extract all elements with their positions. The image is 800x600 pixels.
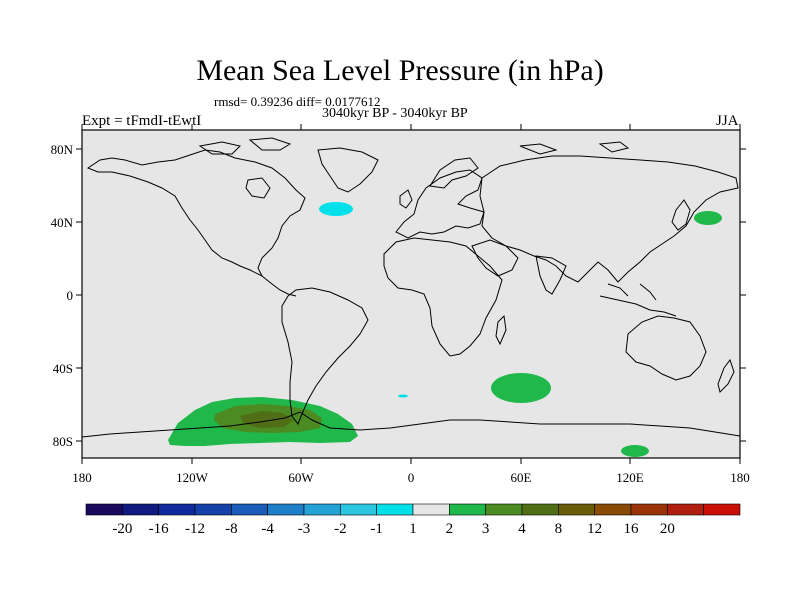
colorbar-swatch-13	[558, 503, 595, 516]
colorbar-label-7: -1	[370, 521, 383, 537]
colorbar-swatch-7	[340, 503, 377, 516]
coast-madagascar	[495, 314, 507, 346]
north-pacific-anomaly	[694, 211, 722, 225]
colorbar-label-15: 20	[660, 521, 675, 537]
colorbar-swatch-8	[376, 503, 414, 516]
experiment-label: Expt = tFmdI-tEwtI	[82, 113, 202, 129]
south-indian-ocean-anomaly	[491, 373, 551, 403]
lat-label-40s: 40S	[53, 361, 73, 376]
colorbar-label-4: -4	[261, 521, 274, 537]
colorbar-label-9: 2	[446, 521, 454, 537]
colorbar-swatch-16	[667, 503, 704, 516]
colorbar-swatch-4	[231, 503, 268, 516]
colorbar-swatch-2	[158, 503, 196, 516]
coast-africa	[383, 237, 503, 357]
colorbar-label-0: -20	[112, 521, 132, 537]
rmsd-diff-stats: rmsd= 0.39236 diff= 0.0177612	[214, 94, 381, 109]
colorbar-label-14: 16	[624, 521, 640, 537]
coastlines	[81, 137, 741, 438]
lon-label-60e: 60E	[511, 470, 532, 485]
colorbar-label-2: -12	[185, 521, 205, 537]
coast-antarctica	[81, 411, 741, 438]
antarctic-peak-anomaly	[240, 411, 294, 428]
lat-label-80s: 80S	[53, 434, 73, 449]
colorbar-swatch-3	[194, 503, 232, 516]
colorbar-swatch-15	[630, 503, 668, 516]
lon-label-120e: 120E	[616, 470, 644, 485]
colorbar-swatch-9	[412, 503, 450, 516]
lon-label-60w: 60W	[288, 470, 314, 485]
lat-label-80n: 80N	[51, 142, 74, 157]
map-background	[82, 130, 740, 458]
season-label: JJA	[716, 113, 739, 129]
colorbar-label-5: -3	[298, 521, 311, 537]
coast-britain	[399, 189, 413, 209]
colorbar-label-12: 8	[555, 521, 563, 537]
colorbar-swatch-5	[267, 503, 305, 516]
colorbar-label-13: 12	[587, 521, 602, 537]
colorbar-swatch-10	[449, 503, 486, 516]
period-label: 3040kyr BP - 3040kyr BP	[322, 106, 468, 121]
coast-scandinavia	[429, 157, 479, 189]
colorbar-swatch-11	[485, 503, 523, 516]
lon-label-120w: 120W	[176, 470, 209, 485]
coast-new-zealand	[717, 358, 735, 393]
longitude-axis: 180 120W 60W 0 60E 120E 180	[72, 124, 750, 485]
colorbar-swatch-17	[703, 503, 741, 516]
colorbar-swatch-0	[85, 503, 123, 516]
lat-label-0: 0	[67, 288, 74, 303]
coast-greenland	[317, 147, 379, 193]
colorbar-swatch-1	[122, 503, 159, 516]
colorbar-label-6: -2	[334, 521, 347, 537]
coast-hudson-bay	[245, 177, 271, 199]
coast-arctic-islands	[198, 137, 630, 155]
coast-japan	[671, 199, 691, 231]
colorbar-swatch-12	[521, 503, 559, 516]
colorbar-label-8: 1	[409, 521, 417, 537]
lon-label-0: 0	[408, 470, 415, 485]
colorbar-swatch-14	[594, 503, 632, 516]
coast-europe	[395, 169, 485, 239]
coast-australia	[625, 315, 707, 381]
lat-label-40n: 40N	[51, 215, 74, 230]
coast-arabia	[471, 239, 519, 277]
coast-asia	[479, 155, 739, 283]
latitude-axis: 80N 40N 0 40S 80S	[51, 142, 746, 449]
coast-indonesia	[599, 283, 677, 317]
coast-north-america	[86, 149, 306, 278]
coast-central-america	[261, 275, 297, 297]
colorbar-label-11: 4	[518, 521, 526, 537]
colorbar-label-10: 3	[482, 521, 490, 537]
map-title: Mean Sea Level Pressure (in hPa)	[196, 54, 604, 87]
southern-ocean-anomaly	[621, 445, 649, 457]
colorbar-swatch-6	[303, 503, 341, 516]
coast-south-america	[281, 287, 369, 426]
colorbar-label-1: -16	[149, 521, 169, 537]
colorbar-label-3: -8	[225, 521, 238, 537]
coast-india	[535, 255, 567, 295]
colorbar: -20 -16 -12 -8 -4 -3 -2 -1 1 2 3 4 8 12 16 20	[85, 503, 741, 537]
lon-label-180e: 180	[730, 470, 750, 485]
north-atlantic-negative-anomaly	[319, 202, 353, 216]
lon-label-180w: 180	[72, 470, 92, 485]
small-negative-anomaly	[398, 394, 408, 398]
